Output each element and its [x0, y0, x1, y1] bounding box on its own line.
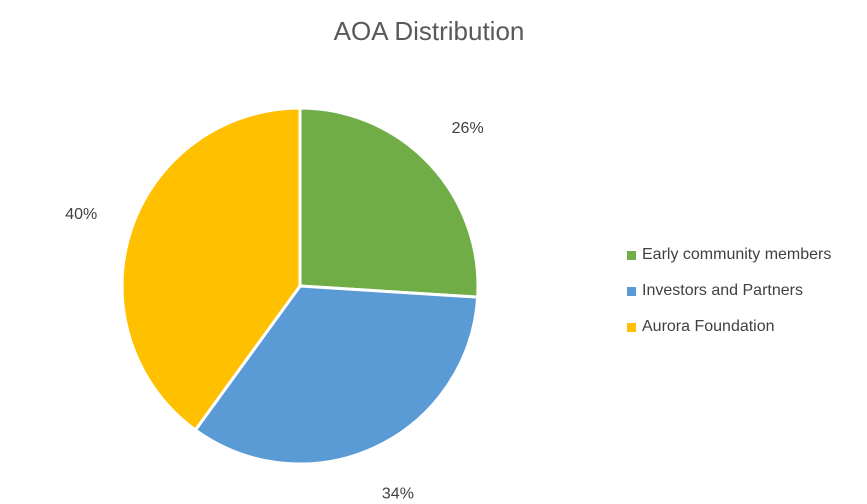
legend-label-investors: Investors and Partners — [642, 282, 803, 299]
data-label-investors: 34% — [382, 485, 414, 502]
pie-slice-investors — [193, 284, 480, 466]
legend-label-aurora-foundation: Aurora Foundation — [642, 318, 775, 335]
legend-item-aurora-foundation: Aurora Foundation — [627, 309, 831, 345]
pie-data-labels: 26% 34% 40% — [65, 120, 483, 503]
pie-slice-aurora-foundation — [120, 106, 302, 432]
legend-item-early-community: Early community members — [627, 237, 831, 273]
legend-item-investors: Investors and Partners — [627, 273, 831, 309]
data-label-aurora-foundation: 40% — [65, 206, 97, 223]
legend-swatch-aurora-foundation — [627, 322, 636, 332]
pie-slices — [120, 106, 480, 466]
legend: Early community members Investors and Pa… — [627, 237, 831, 345]
legend-label-early-community: Early community members — [642, 246, 832, 263]
legend-swatch-early-community — [627, 250, 636, 260]
chart-title: AOA Distribution — [333, 16, 525, 46]
legend-swatch-investors — [627, 286, 636, 296]
data-label-early-community: 26% — [452, 120, 484, 137]
pie-slice-early-community — [298, 106, 480, 299]
